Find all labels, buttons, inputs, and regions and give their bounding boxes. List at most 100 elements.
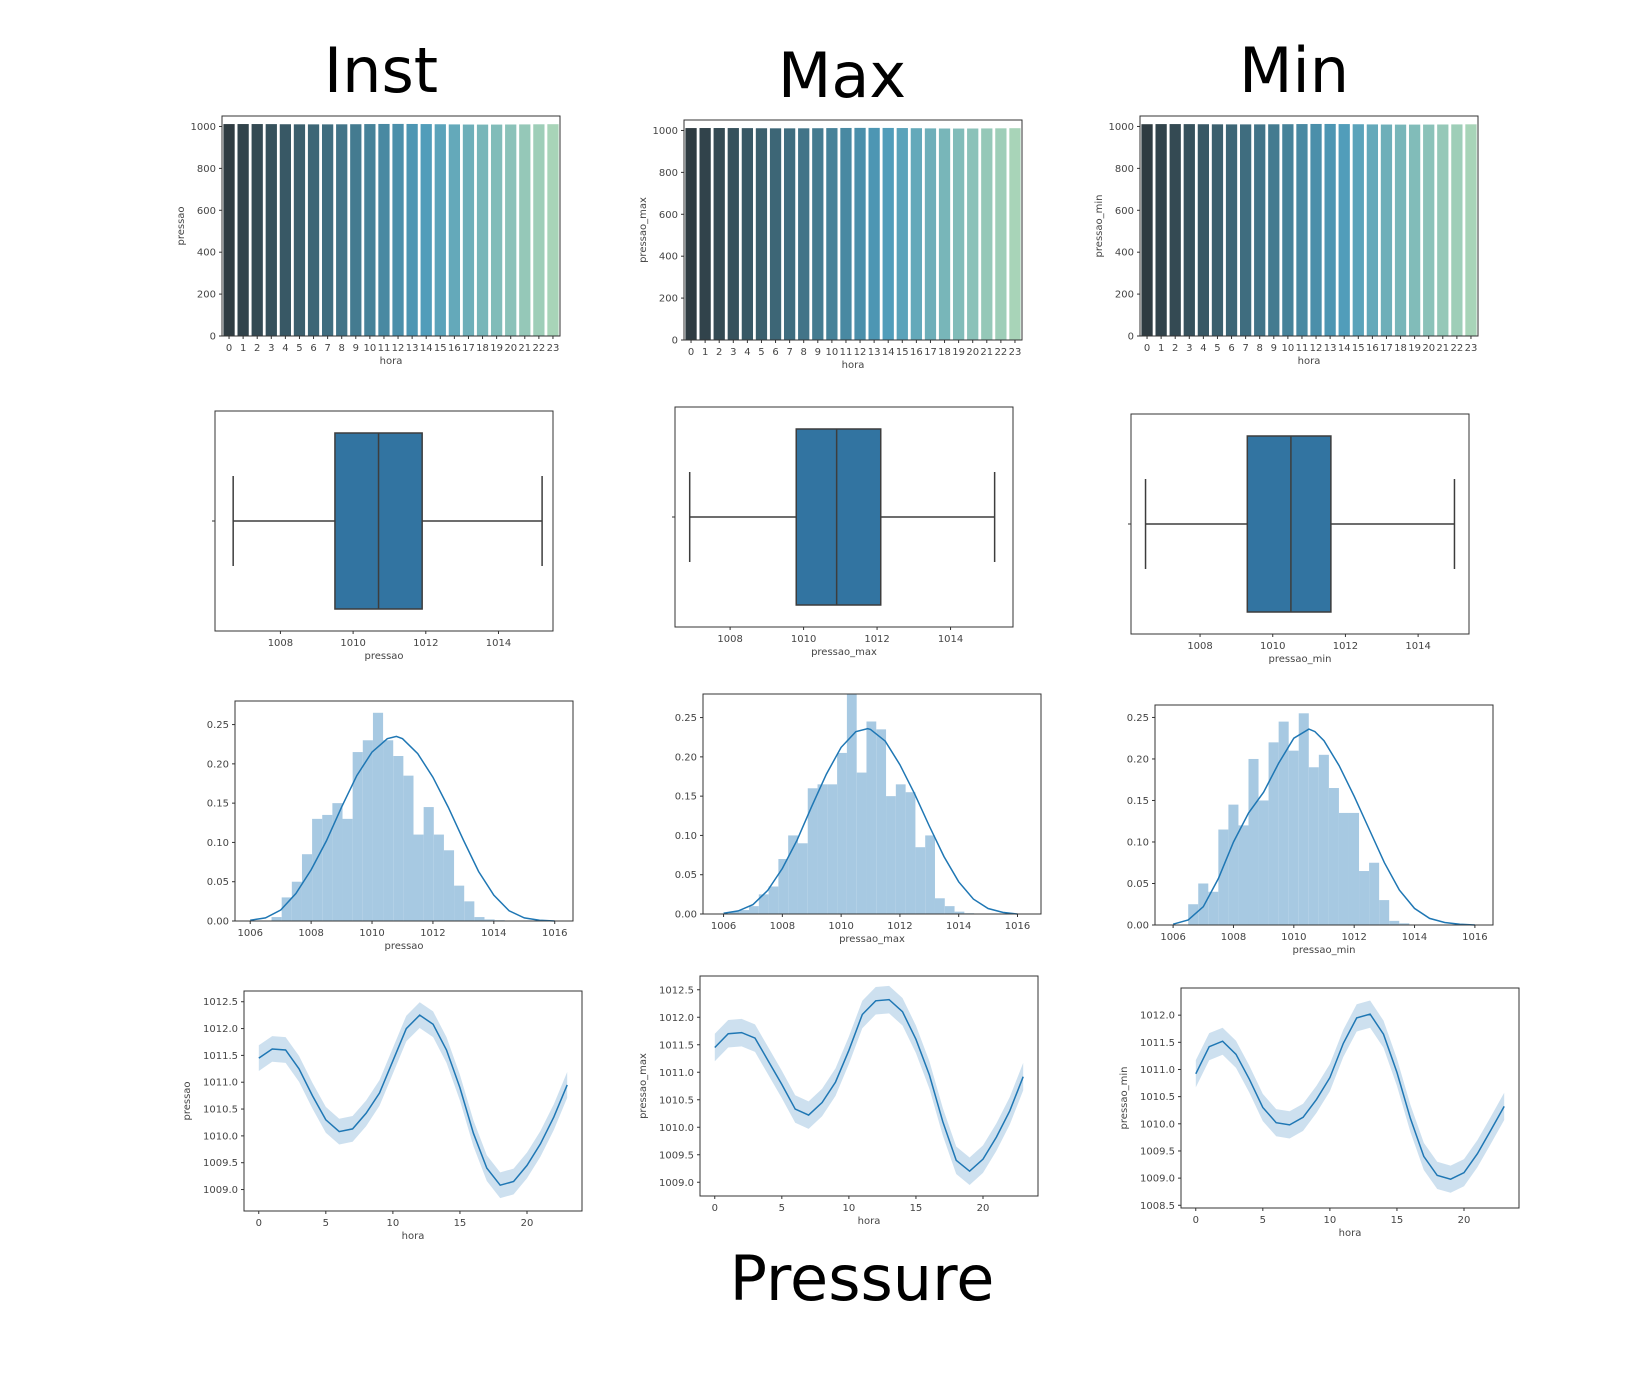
x-tick-label: 1008 (298, 928, 323, 939)
hist-bin (271, 917, 282, 921)
y-tick-label: 1009.0 (1140, 1174, 1175, 1185)
x-tick-label: 22 (995, 347, 1008, 358)
y-tick-label: 1009.5 (659, 1150, 694, 1161)
bar-min: 0 1 2 3 4 5 6 7 8 9 10 11 12 13 14 15 16 17 18 19 20 21 22 2302… (1094, 115, 1479, 367)
x-tick-label: 7 (1242, 343, 1248, 354)
bar (1423, 124, 1435, 337)
bar (1225, 124, 1238, 336)
plot-frame (243, 990, 583, 1212)
y-tick-label: 1012.5 (659, 985, 694, 996)
hist-bin (464, 901, 475, 921)
hist-bin (281, 897, 292, 921)
hist-bin (925, 835, 935, 914)
x-tick-label: 0 (226, 343, 232, 354)
hist-bin (1278, 721, 1289, 925)
hist-bin (474, 917, 485, 921)
x-tick-label: 12 (392, 343, 405, 354)
y-tick-label: 1010.0 (659, 1123, 694, 1134)
hist-bin (342, 818, 353, 921)
kde-line (723, 727, 1018, 915)
x-tick-label: 1012 (413, 638, 438, 649)
bar (910, 128, 923, 340)
bar (1310, 123, 1322, 336)
hist-bin (1328, 788, 1339, 925)
hist-bin (768, 886, 779, 914)
bar (321, 124, 334, 336)
x-tick-label: 17 (462, 343, 475, 354)
y-tick-label: 1011.5 (659, 1040, 694, 1051)
x-axis-label: hora (380, 356, 403, 367)
footer-title: Pressure (730, 1242, 995, 1315)
x-tick-label: 21 (980, 347, 993, 358)
hist-bin (291, 881, 302, 921)
bar (223, 124, 235, 336)
bar (1437, 124, 1449, 336)
y-tick-label: 1008.5 (1140, 1201, 1175, 1212)
x-tick-label: 6 (310, 343, 316, 354)
bar (350, 124, 362, 336)
x-tick-label: 10 (826, 347, 839, 358)
bar (755, 128, 768, 340)
bar (1197, 124, 1210, 336)
x-tick-label: 1008 (1187, 641, 1212, 652)
bar (1141, 124, 1153, 336)
x-tick-label: 2 (1172, 343, 1178, 354)
x-tick-label: 20 (966, 347, 979, 358)
bar (307, 124, 320, 336)
y-tick-label: 0.10 (207, 838, 229, 849)
hist-bin (362, 740, 373, 921)
kde-line (250, 735, 555, 922)
bar (783, 128, 796, 340)
x-tick-label: 0 (688, 347, 694, 358)
x-tick-label: 1016 (1005, 921, 1030, 932)
line-min: 0 5 10 15 20 1008.5 1009.0 1009.5 1010.0 1010.5 10… (1119, 987, 1520, 1239)
x-tick-label: 4 (1200, 343, 1206, 354)
x-tick-label: 0 (1144, 343, 1150, 354)
x-tick-label: 1006 (237, 928, 262, 939)
plot-frame (674, 406, 1014, 628)
x-tick-label: 20 (977, 1203, 990, 1214)
x-tick-label: 15 (434, 343, 447, 354)
hist-bin (1228, 804, 1239, 925)
x-tick-label: 10 (1282, 343, 1295, 354)
bar (1254, 124, 1266, 336)
y-tick-label: 0.20 (207, 759, 229, 770)
bar (798, 128, 810, 340)
bar (826, 128, 838, 340)
y-tick-label: 0.25 (675, 713, 697, 724)
x-tick-label: 13 (406, 343, 419, 354)
plot-frame (683, 119, 1023, 341)
bar (1155, 124, 1167, 336)
x-tick-label: 11 (1296, 343, 1309, 354)
hist-bin (352, 752, 363, 921)
x-tick-label: 1012 (887, 921, 912, 932)
plot-frame (234, 700, 574, 922)
x-tick-label: 14 (1338, 343, 1351, 354)
plot-frame (214, 410, 554, 632)
x-tick-label: 11 (840, 347, 853, 358)
hist-bin (393, 756, 404, 921)
box-max: 1008 1010 1012 1014 pressao_max (672, 406, 1014, 658)
x-axis-label: pressao (384, 941, 423, 952)
y-tick-label: 200 (1115, 290, 1134, 301)
x-tick-label: 21 (518, 343, 531, 354)
x-tick-label: 18 (476, 343, 489, 354)
bar (1009, 128, 1021, 340)
x-tick-label: 1 (702, 347, 708, 358)
hist-bin (915, 847, 926, 914)
line-max: 0 5 10 15 20 1009.0 1009.5 1010.0 1010.5 1011.0 10… (638, 975, 1039, 1227)
bar (812, 128, 824, 340)
hist-bin (729, 911, 740, 914)
kde-line (1172, 728, 1475, 926)
hist-bin (797, 843, 808, 914)
x-tick-label: 8 (801, 347, 807, 358)
x-tick-label: 3 (268, 343, 274, 354)
y-tick-label: 0.15 (1127, 796, 1149, 807)
x-tick-label: 1 (240, 343, 246, 354)
bar (854, 127, 866, 340)
bar (1282, 124, 1294, 336)
y-axis-label: pressao_max (638, 1053, 649, 1119)
chart-grid: 0 1 2 3 4 5 6 7 8 9 10 11 12 13 14 15 16 17 18 19 20 21 22 2302… (176, 115, 1520, 1242)
y-tick-label: 800 (1115, 164, 1134, 175)
hist-bin (866, 721, 877, 914)
